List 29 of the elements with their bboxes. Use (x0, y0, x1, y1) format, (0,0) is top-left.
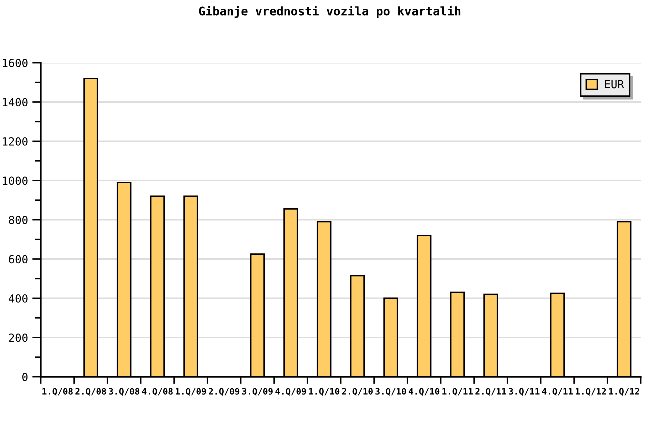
x-tick-label: 2.Q/09 (209, 388, 240, 396)
x-tick-label: 3.Q/08 (109, 388, 140, 396)
chart-title: Gibanje vrednosti vozila po kvartalih (199, 6, 461, 18)
x-tick-label: 2.Q/08 (76, 388, 106, 396)
x-tick-label: 2.Q/10 (342, 388, 373, 396)
legend-label: EUR (605, 80, 624, 89)
x-tick-label: 3.Q/11 (509, 388, 540, 396)
x-tick-label: 3.Q/09 (242, 388, 273, 396)
x-tick-label: 4.Q/10 (408, 388, 440, 396)
y-tick-label: 200 (9, 334, 28, 342)
x-tick-label: 1.Q/12 (576, 388, 606, 396)
x-tick-label: 1.Q/10 (309, 388, 340, 396)
y-tick-label: 1600 (3, 59, 28, 68)
x-tick-label: 1.Q/09 (176, 388, 206, 396)
y-tick-label: 1400 (3, 98, 28, 107)
x-tick-label: 1.Q/12 (609, 388, 640, 396)
x-tick-label: 3.Q/10 (376, 388, 406, 396)
x-tick-label: 4.Q/11 (542, 388, 574, 396)
y-tick-label: 1000 (3, 176, 28, 186)
x-tick-label: 1.Q/11 (442, 388, 474, 396)
x-tick-label: 4.Q/08 (142, 388, 173, 396)
x-tick-label: 4.Q/09 (276, 388, 306, 396)
x-tick-label: 1.Q/08 (42, 388, 73, 396)
y-tick-label: 0 (22, 373, 28, 382)
y-tick-label: 400 (8, 294, 28, 303)
x-tick-label: 2.Q/11 (476, 388, 506, 396)
y-tick-label: 1200 (3, 138, 28, 146)
y-tick-label: 800 (9, 216, 28, 224)
y-tick-label: 600 (9, 255, 28, 264)
